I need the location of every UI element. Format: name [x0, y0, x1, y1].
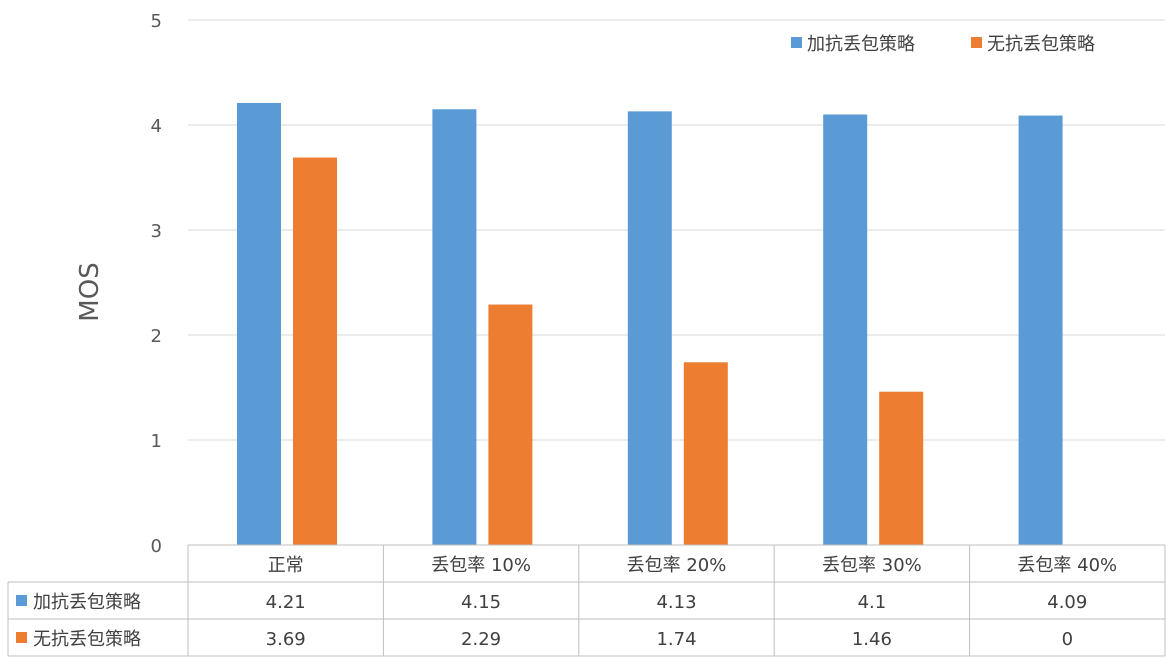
category-label: 丢包率 40% — [1017, 555, 1117, 576]
data-label: 4.1 — [858, 592, 887, 613]
bar — [432, 109, 477, 545]
category-label: 正常 — [268, 555, 304, 576]
category-label: 丢包率 10% — [431, 555, 531, 576]
data-label: 4.09 — [1047, 592, 1087, 613]
data-label: 1.74 — [656, 629, 696, 650]
y-tick-label: 2 — [151, 326, 162, 347]
y-tick-label: 0 — [151, 536, 162, 557]
table-row-label: 无抗丢包策略 — [33, 629, 141, 650]
data-label: 0 — [1062, 629, 1073, 650]
y-axis-ticks: 0 1 2 3 4 5 — [151, 11, 162, 557]
table-legend-swatch — [16, 595, 27, 606]
legend-label: 无抗丢包策略 — [987, 34, 1095, 55]
y-tick-label: 1 — [151, 431, 162, 452]
y-tick-label: 5 — [151, 11, 162, 32]
data-table: 正常 丢包率 10% 丢包率 20% 丢包率 30% 丢包率 40% 加抗丢包策略 4.21… — [7, 544, 1166, 657]
data-label: 4.15 — [461, 592, 501, 613]
table-row-label: 加抗丢包策略 — [33, 592, 141, 613]
table-legend-swatch — [16, 632, 27, 643]
legend-swatch — [791, 37, 802, 48]
bar — [823, 114, 868, 545]
bar — [1018, 115, 1063, 546]
data-label: 4.21 — [266, 592, 306, 613]
y-tick-label: 4 — [151, 116, 162, 137]
bar — [488, 304, 533, 545]
category-label: 丢包率 30% — [822, 555, 922, 576]
legend: 加抗丢包策略 无抗丢包策略 — [791, 34, 1095, 55]
legend-label: 加抗丢包策略 — [807, 34, 915, 55]
data-label: 4.13 — [656, 592, 696, 613]
gridlines — [188, 19, 1165, 441]
bar — [683, 362, 728, 545]
bar — [237, 102, 281, 545]
category-label: 丢包率 20% — [627, 555, 727, 576]
bar — [879, 391, 924, 545]
legend-swatch — [971, 37, 982, 48]
data-label: 2.29 — [461, 629, 501, 650]
bar — [293, 157, 337, 546]
bars — [237, 102, 1063, 546]
y-tick-label: 3 — [151, 221, 162, 242]
y-axis-label: MOS — [75, 262, 105, 321]
bar — [627, 111, 672, 545]
data-label: 1.46 — [852, 629, 892, 650]
data-label: 3.69 — [266, 629, 306, 650]
